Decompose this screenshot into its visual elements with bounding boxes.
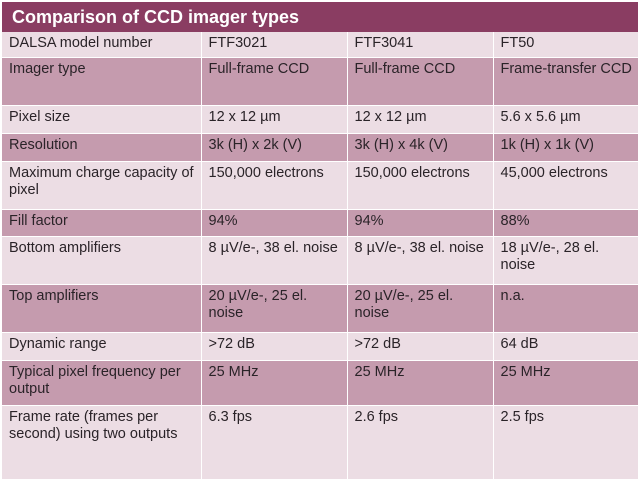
cell: 94% [201,209,348,237]
row-label: Pixel size [2,105,202,134]
row-label: Typical pixel frequency per output [2,360,202,406]
row-label: Top amplifiers [2,284,202,333]
row-label: Maximum charge capacity of pixel [2,161,202,210]
table-row: Imager type Full-frame CCD Full-frame CC… [2,57,638,106]
cell: 150,000 electrons [347,161,494,210]
ccd-comparison-table: DALSA model number FTF3021 FTF3041 FT50 … [2,32,638,480]
table-row: Dynamic range >72 dB >72 dB 64 dB [2,332,638,361]
row-label: DALSA model number [2,32,202,58]
cell: 150,000 electrons [201,161,348,210]
cell: 8 µV/e-, 38 el. noise [201,236,348,285]
cell: Full-frame CCD [201,57,348,106]
row-label: Bottom amplifiers [2,236,202,285]
cell: 20 µV/e-, 25 el. noise [347,284,494,333]
table-row: Frame rate (frames per second) using two… [2,405,638,480]
cell: 2.6 fps [347,405,494,480]
cell: 1k (H) x 1k (V) [493,133,638,162]
table-row: Top amplifiers 20 µV/e-, 25 el. noise 20… [2,284,638,333]
table-row: Bottom amplifiers 8 µV/e-, 38 el. noise … [2,236,638,285]
cell: 88% [493,209,638,237]
cell: Frame-transfer CCD [493,57,638,106]
table-row: Pixel size 12 x 12 µm 12 x 12 µm 5.6 x 5… [2,105,638,134]
table-title: Comparison of CCD imager types [2,2,638,32]
row-label: Imager type [2,57,202,106]
cell: 3k (H) x 2k (V) [201,133,348,162]
cell: 6.3 fps [201,405,348,480]
cell: 5.6 x 5.6 µm [493,105,638,134]
cell: 45,000 electrons [493,161,638,210]
cell: 94% [347,209,494,237]
cell: n.a. [493,284,638,333]
cell: 2.5 fps [493,405,638,480]
row-label: Fill factor [2,209,202,237]
cell: 8 µV/e-, 38 el. noise [347,236,494,285]
row-label: Resolution [2,133,202,162]
cell: 3k (H) x 4k (V) [347,133,494,162]
cell: 64 dB [493,332,638,361]
table-row: Resolution 3k (H) x 2k (V) 3k (H) x 4k (… [2,133,638,162]
cell: FT50 [493,32,638,58]
cell: 25 MHz [347,360,494,406]
cell: 25 MHz [201,360,348,406]
cell: 12 x 12 µm [201,105,348,134]
table-row: Maximum charge capacity of pixel 150,000… [2,161,638,210]
table-row: Fill factor 94% 94% 88% [2,209,638,237]
table-row: DALSA model number FTF3021 FTF3041 FT50 [2,32,638,58]
cell: 25 MHz [493,360,638,406]
cell: Full-frame CCD [347,57,494,106]
cell: >72 dB [201,332,348,361]
cell: >72 dB [347,332,494,361]
table-row: Typical pixel frequency per output 25 MH… [2,360,638,406]
cell: 18 µV/e-, 28 el. noise [493,236,638,285]
cell: FTF3041 [347,32,494,58]
cell: FTF3021 [201,32,348,58]
cell: 12 x 12 µm [347,105,494,134]
row-label: Dynamic range [2,332,202,361]
row-label: Frame rate (frames per second) using two… [2,405,202,480]
cell: 20 µV/e-, 25 el. noise [201,284,348,333]
